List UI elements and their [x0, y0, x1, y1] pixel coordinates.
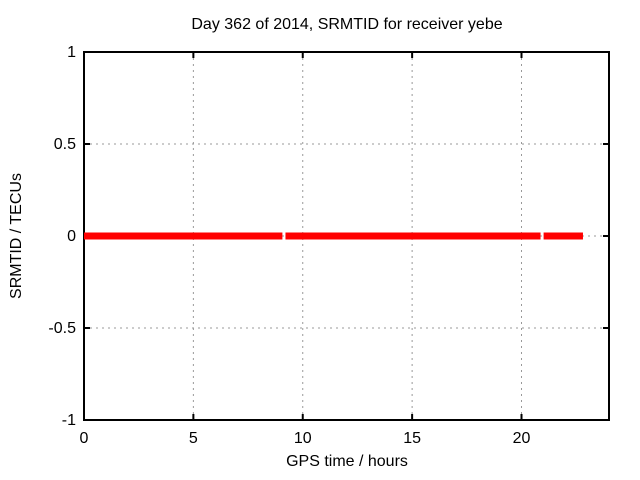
x-axis-label: GPS time / hours	[286, 453, 408, 470]
x-tick-label: 20	[513, 430, 531, 447]
x-tick-label: 15	[403, 430, 421, 447]
y-tick-label: 1	[67, 44, 76, 61]
x-tick-label: 10	[294, 430, 312, 447]
y-tick-label: 0	[67, 228, 76, 245]
x-tick-label: 0	[80, 430, 89, 447]
x-tick-label: 5	[189, 430, 198, 447]
y-tick-label: -0.5	[48, 320, 76, 337]
y-tick-label: 0.5	[54, 136, 76, 153]
y-tick-label: -1	[62, 412, 76, 429]
chart-title: Day 362 of 2014, SRMTID for receiver yeb…	[191, 16, 503, 33]
